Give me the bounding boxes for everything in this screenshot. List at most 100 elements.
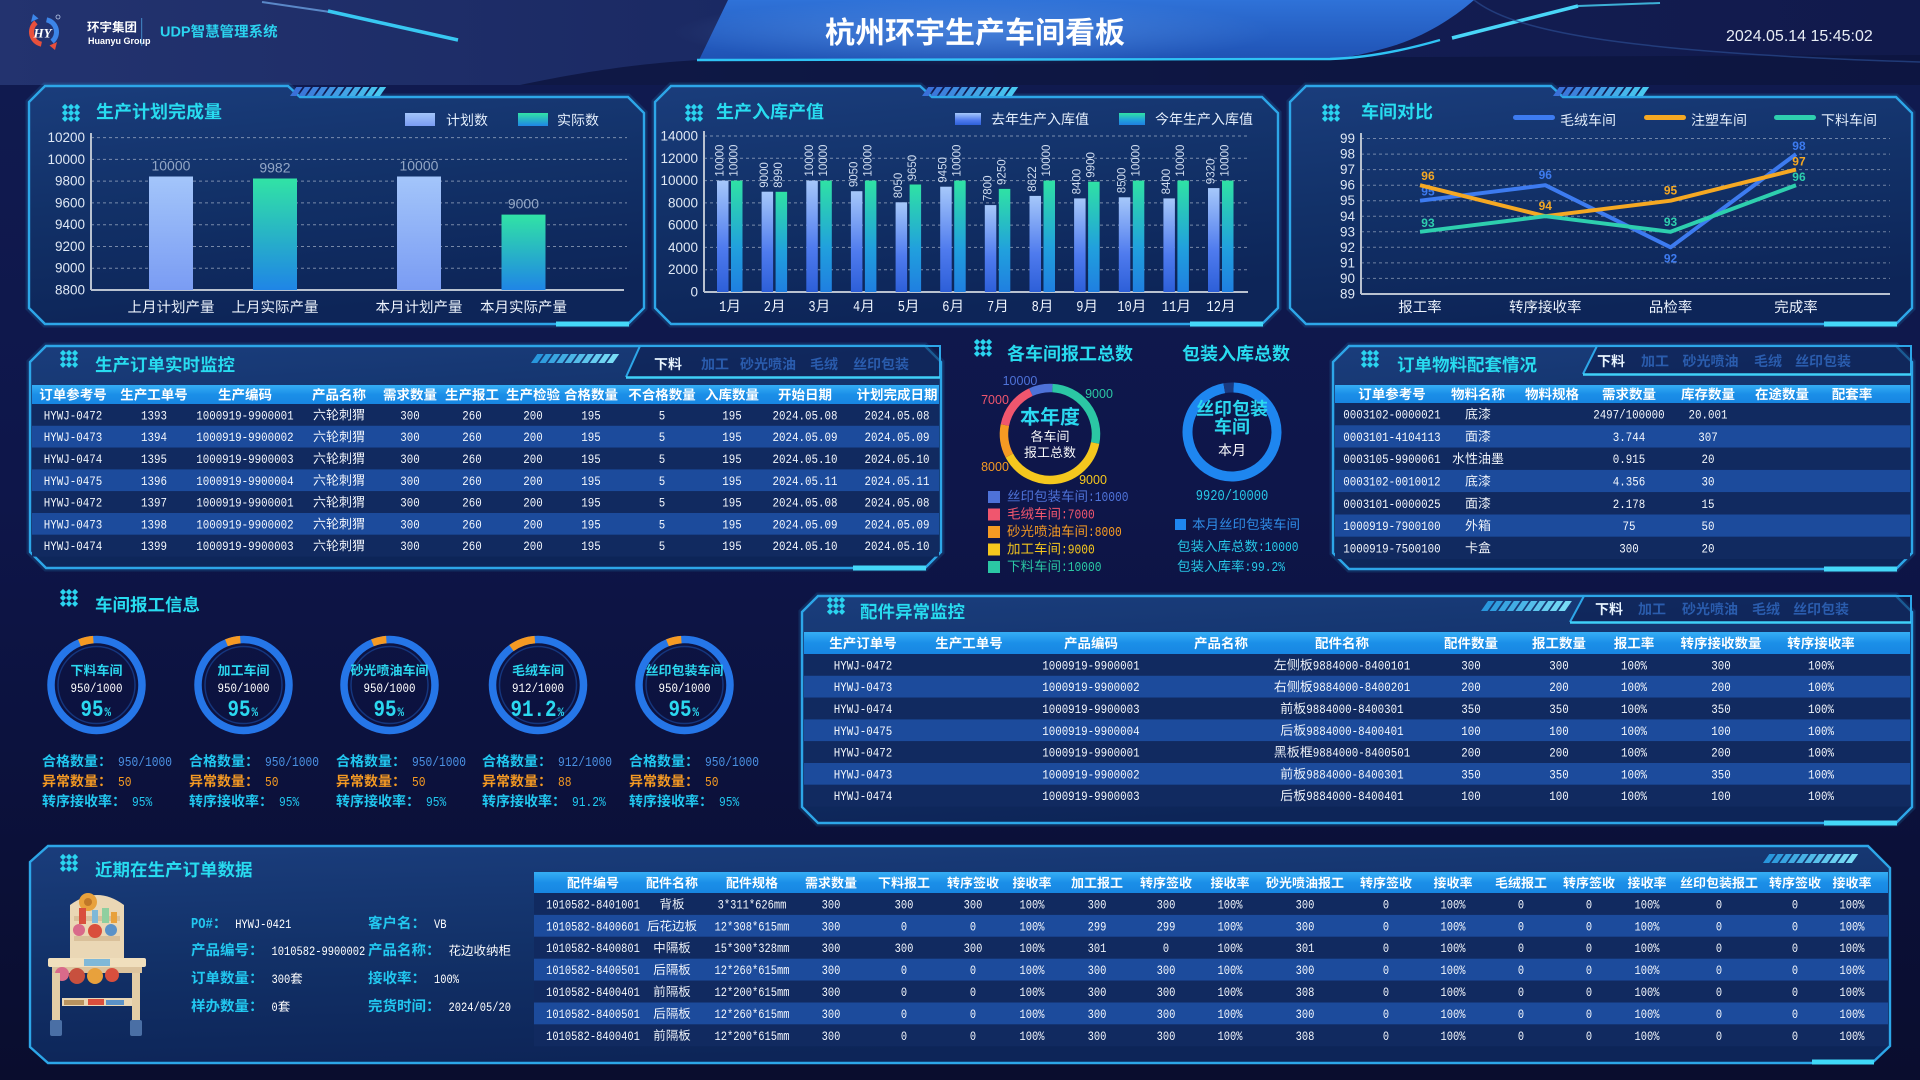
svg-text:100%: 100%: [1020, 964, 1045, 978]
svg-text:91.2%: 91.2%: [572, 796, 607, 811]
svg-text:100%: 100%: [1218, 1008, 1243, 1022]
svg-text:195: 195: [581, 408, 601, 423]
svg-text:100%: 100%: [1441, 1008, 1466, 1022]
svg-text:8400: 8400: [1161, 169, 1173, 195]
svg-text:260: 260: [462, 408, 482, 423]
svg-text:0: 0: [970, 1030, 976, 1044]
svg-text:200: 200: [1461, 680, 1481, 695]
svg-text:0: 0: [1716, 920, 1722, 934]
svg-text:9920/10000: 9920/10000: [1196, 489, 1269, 505]
svg-text:100%: 100%: [1840, 942, 1865, 956]
svg-text:0: 0: [1383, 899, 1389, 913]
svg-text:0: 0: [1518, 964, 1524, 978]
svg-text:100%: 100%: [1635, 1030, 1660, 1044]
svg-text:100%: 100%: [1441, 920, 1466, 934]
svg-text:1399: 1399: [141, 539, 167, 554]
svg-text:PO#: PO#: [191, 917, 213, 933]
svg-text:%: %: [105, 705, 112, 720]
svg-text:98: 98: [1340, 147, 1355, 162]
svg-text:0: 0: [1792, 1030, 1798, 1044]
svg-text:10000: 10000: [952, 145, 964, 177]
svg-text:HYWJ-0472: HYWJ-0472: [834, 658, 893, 673]
svg-text:100%: 100%: [1218, 964, 1243, 978]
svg-text:100%: 100%: [1441, 964, 1466, 978]
svg-text:0: 0: [1518, 1030, 1524, 1044]
svg-text:300: 300: [1088, 986, 1107, 1000]
svg-text:1000919-9900001: 1000919-9900001: [196, 408, 294, 423]
svg-text:0003105-9900061: 0003105-9900061: [1343, 452, 1441, 467]
svg-text:300: 300: [964, 899, 983, 913]
svg-text:100%: 100%: [1441, 899, 1466, 913]
svg-text:1000919-9900002: 1000919-9900002: [1042, 680, 1140, 695]
svg-text:50: 50: [705, 776, 719, 791]
svg-text:9200: 9200: [55, 239, 85, 254]
svg-text:4000: 4000: [668, 240, 698, 255]
svg-text:1000919-9900004: 1000919-9900004: [1042, 724, 1140, 739]
svg-text:300: 300: [272, 973, 291, 987]
svg-text:300: 300: [400, 408, 420, 423]
svg-text:1394: 1394: [141, 430, 167, 445]
svg-text:1396: 1396: [141, 474, 167, 489]
svg-text:195: 195: [581, 517, 601, 532]
svg-text:9982: 9982: [259, 160, 290, 176]
svg-text:93: 93: [1421, 216, 1435, 230]
svg-text:301: 301: [1296, 942, 1315, 956]
svg-text:300: 300: [1157, 1008, 1176, 1022]
svg-text:14000: 14000: [661, 129, 699, 144]
svg-text:20: 20: [1702, 452, 1715, 467]
svg-text:99: 99: [1340, 131, 1355, 146]
svg-text:950/1000: 950/1000: [659, 681, 711, 696]
svg-text:96: 96: [1792, 170, 1806, 184]
svg-text:1010582-8400501: 1010582-8400501: [546, 1008, 640, 1022]
svg-text:0: 0: [1518, 899, 1524, 913]
svg-text:1010582-8400401: 1010582-8400401: [546, 986, 640, 1000]
svg-text:912/1000: 912/1000: [558, 756, 612, 771]
svg-text::10000: :10000: [1061, 561, 1102, 576]
svg-text:300: 300: [1619, 541, 1639, 556]
svg-text:307: 307: [1698, 430, 1718, 445]
svg-text:100%: 100%: [1635, 920, 1660, 934]
svg-text:10000: 10000: [1041, 145, 1053, 177]
svg-text:1010582-8401001: 1010582-8401001: [546, 899, 640, 913]
svg-text:100%: 100%: [1840, 1008, 1865, 1022]
svg-text:94: 94: [1539, 199, 1553, 213]
svg-text:2024.05.10: 2024.05.10: [865, 452, 930, 467]
svg-text:10000: 10000: [729, 145, 741, 177]
svg-text:200: 200: [1711, 680, 1731, 695]
svg-text:9000: 9000: [1079, 473, 1107, 487]
svg-text:0: 0: [1163, 942, 1169, 956]
svg-text:0: 0: [1383, 942, 1389, 956]
svg-text:301: 301: [1088, 942, 1107, 956]
svg-text:5: 5: [659, 408, 666, 423]
svg-text:0: 0: [970, 1008, 976, 1022]
svg-text:350: 350: [1549, 767, 1569, 782]
svg-text:195: 195: [581, 430, 601, 445]
svg-text:9320: 9320: [1205, 159, 1217, 185]
svg-text:6000: 6000: [668, 218, 698, 233]
svg-text:1000919-9900003: 1000919-9900003: [196, 539, 294, 554]
svg-text:10000: 10000: [400, 158, 439, 174]
svg-text:92: 92: [1340, 240, 1355, 255]
svg-text:299: 299: [1088, 920, 1107, 934]
svg-text:300: 300: [1296, 920, 1315, 934]
svg-text:HYWJ-0473: HYWJ-0473: [834, 767, 893, 782]
svg-text:0: 0: [1716, 1008, 1722, 1022]
svg-text:200: 200: [1549, 680, 1569, 695]
svg-text:%: %: [558, 705, 565, 720]
svg-text:100%: 100%: [1635, 986, 1660, 1000]
svg-text:100%: 100%: [1808, 658, 1834, 673]
svg-text:100%: 100%: [1808, 702, 1834, 717]
svg-text:90: 90: [1340, 271, 1355, 286]
svg-text:7800: 7800: [982, 176, 994, 202]
svg-text:2024.05.10: 2024.05.10: [773, 539, 838, 554]
svg-text:0: 0: [272, 1001, 278, 1015]
svg-text:94: 94: [1340, 209, 1355, 224]
svg-text:0: 0: [901, 1030, 907, 1044]
svg-text:195: 195: [581, 539, 601, 554]
svg-text:0: 0: [1586, 1030, 1592, 1044]
svg-text:9800: 9800: [55, 174, 85, 189]
svg-text:100%: 100%: [1808, 724, 1834, 739]
svg-text:95: 95: [81, 697, 104, 723]
svg-text:260: 260: [462, 517, 482, 532]
svg-text:9884000-8400501: 9884000-8400501: [1313, 746, 1411, 761]
